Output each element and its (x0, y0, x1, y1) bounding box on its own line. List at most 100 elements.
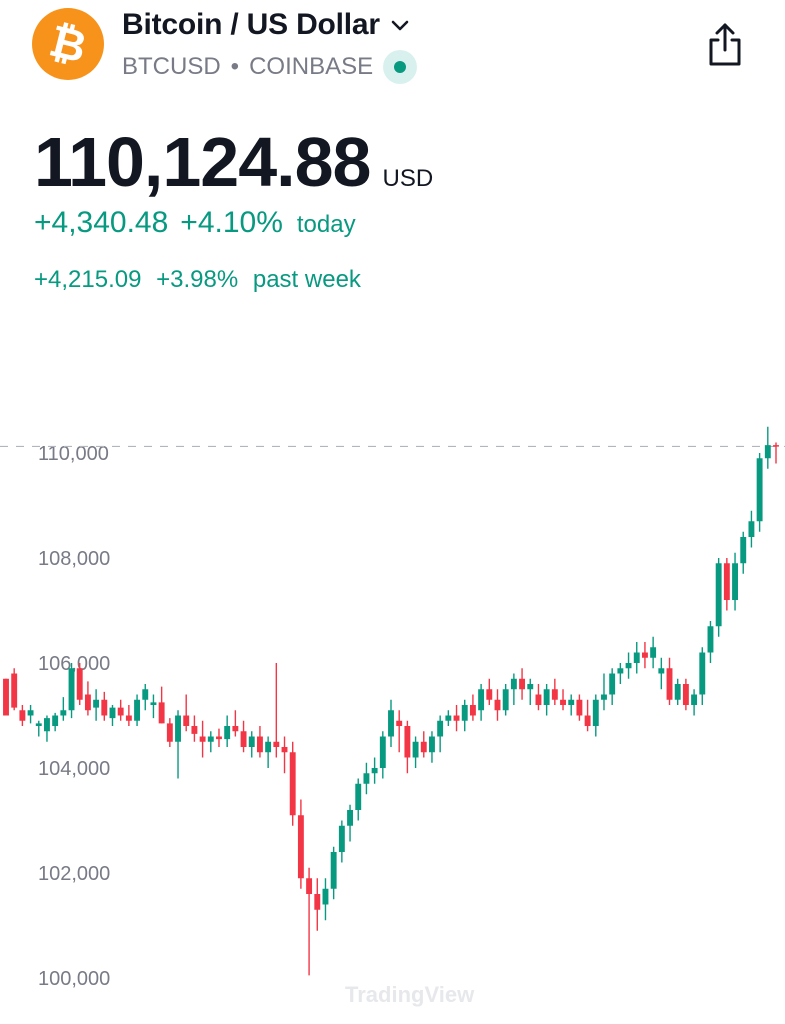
change-today: +4,340.48 +4.10% today (34, 206, 356, 240)
candle-body (658, 668, 665, 674)
candle-body (338, 825, 345, 852)
change-today-percent: +4.10% (180, 206, 283, 239)
candle-body (584, 715, 591, 726)
candle-body (199, 736, 206, 742)
candle-body (576, 699, 583, 716)
candle-body (429, 736, 435, 753)
candle-body (84, 694, 91, 711)
change-week: +4,215.09 +3.98% past week (34, 266, 369, 294)
candle-body (142, 689, 149, 700)
candle-body (723, 563, 730, 600)
tradingview-watermark: TradingView (345, 982, 475, 1007)
candle-body (281, 747, 288, 753)
candle-body (592, 699, 599, 726)
candle-body (273, 741, 280, 747)
candle-body (232, 726, 239, 732)
candle-body (216, 736, 222, 740)
candle-body (117, 707, 124, 716)
candle-body (207, 736, 214, 742)
price-chart[interactable]: 110,000 108,000 106,000 104,000 102,000 100,0… (0, 400, 785, 1024)
bitcoin-logo-glyph: ₿ (44, 14, 92, 74)
change-week-value: +4,215.09 (34, 266, 142, 293)
candle-body (224, 726, 231, 740)
candle-body (101, 699, 108, 716)
candle-body (27, 710, 34, 716)
candle-body (527, 684, 534, 690)
candle-body (404, 726, 411, 758)
candle-body (183, 715, 190, 726)
candle-body (453, 715, 460, 721)
candle-body (166, 723, 173, 742)
y-tick-label: 108,000 (38, 548, 110, 570)
candle-body (44, 718, 50, 732)
candle-body (68, 668, 75, 711)
candle-body (748, 521, 755, 537)
symbol-title: Bitcoin / US Dollar (122, 8, 380, 41)
candle-body (125, 715, 132, 721)
candle-body (732, 563, 738, 600)
candle-body (134, 699, 141, 721)
candle-body (519, 678, 526, 690)
candle-body (502, 689, 509, 711)
y-tick-label: 106,000 (38, 653, 110, 675)
bitcoin-logo[interactable]: ₿ (32, 8, 104, 80)
candle-body (707, 626, 714, 653)
share-icon[interactable] (705, 20, 745, 68)
live-status-icon (383, 50, 418, 84)
candle-body (641, 652, 648, 658)
candle-body (478, 689, 485, 711)
candle-body (494, 699, 501, 711)
candle-body (76, 668, 83, 700)
candle-body (175, 715, 181, 742)
candle-body (306, 878, 313, 894)
y-tick-label: 104,000 (38, 758, 110, 780)
candle-body (486, 689, 493, 700)
candle-body (379, 736, 386, 768)
candle-body (625, 663, 632, 669)
current-price: 110,124.88 (34, 123, 371, 201)
candle-body (265, 741, 272, 753)
candle-body (674, 684, 681, 700)
candle-body (699, 652, 706, 695)
candle-body (609, 673, 616, 695)
candle-body (650, 647, 657, 658)
candle-body (109, 707, 116, 719)
candle-body (510, 678, 517, 690)
price-block: 110,124.88 USD (34, 122, 433, 202)
candle-body (371, 768, 378, 774)
y-tick-label: 102,000 (38, 863, 110, 885)
candle-body (437, 720, 444, 737)
candle-body (3, 678, 9, 716)
candle-body (551, 689, 558, 700)
y-tick-label: 100,000 (38, 968, 110, 990)
candle-body (691, 694, 698, 705)
candle-body (289, 752, 296, 816)
candle-body (773, 445, 779, 447)
change-today-label: today (296, 211, 356, 238)
candle-body (248, 736, 255, 747)
candle-body (445, 715, 452, 721)
change-week-label: past week (252, 266, 361, 293)
candle-body (412, 741, 419, 758)
candle-body (617, 668, 624, 674)
candle-body (740, 537, 747, 564)
exchange-name: COINBASE (249, 53, 374, 80)
candle-body (756, 458, 763, 522)
candlestick-chart[interactable]: 110,000 108,000 106,000 104,000 102,000 100,0… (0, 400, 785, 1024)
candle-body (150, 702, 157, 705)
candle-body (355, 783, 362, 810)
symbol-ticker: BTCUSD (122, 53, 221, 80)
symbol-subtitle: BTCUSD • COINBASE (122, 50, 418, 84)
change-week-percent: +3.98% (156, 266, 239, 293)
symbol-title-button[interactable]: Bitcoin / US Dollar (122, 8, 410, 42)
candle-body (682, 684, 689, 705)
candle-body (35, 723, 42, 726)
candle-body (240, 731, 247, 747)
candle-body (764, 445, 771, 459)
candle-body (330, 852, 337, 889)
candle-body (52, 715, 59, 726)
header: ₿ Bitcoin / US Dollar BTCUSD • COINBASE (0, 0, 785, 110)
candle-body (568, 699, 575, 705)
candle-body (388, 710, 394, 737)
chevron-down-icon (391, 20, 409, 31)
